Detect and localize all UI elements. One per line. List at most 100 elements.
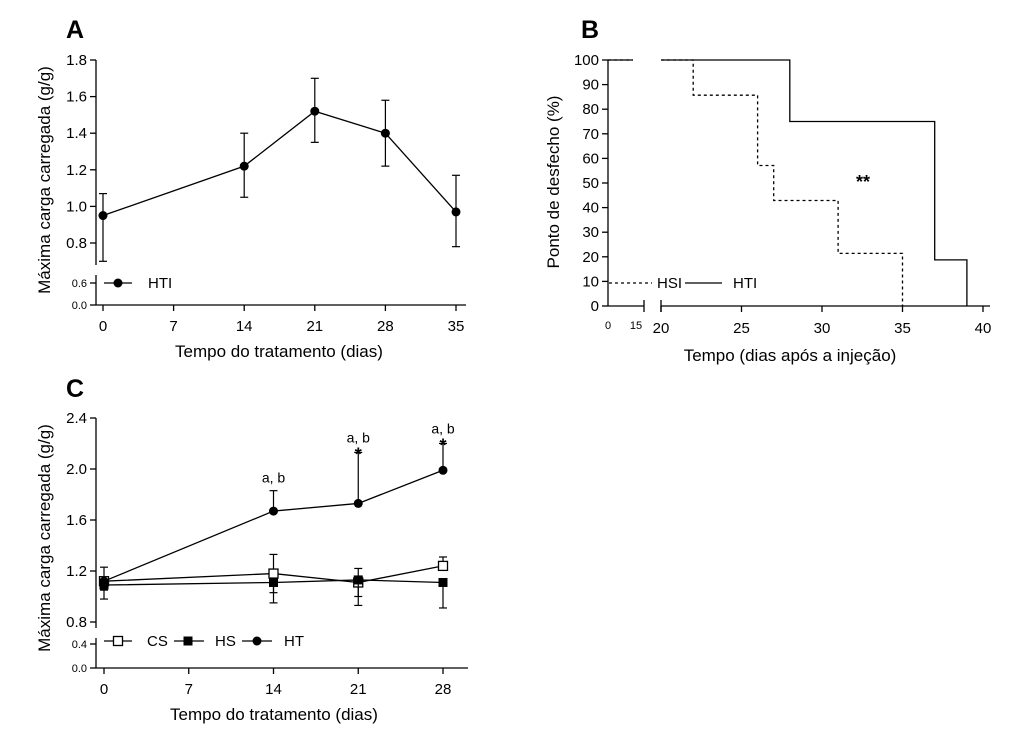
panel-a-x-tick-label: 35: [448, 318, 465, 335]
panel-a-data-point: [310, 106, 320, 116]
panel-c-annotation-label: a, b: [262, 470, 286, 486]
panel-c: C Máxima carga carregada (g/g) Tempo do …: [35, 375, 468, 724]
panel-b-axes: 0 10 20 30 40 50 60 70 80 90 100 0 15 20 25 30 35 40: [574, 52, 991, 337]
legend-label-cs: CS: [147, 633, 168, 650]
panel-b-marks: [608, 59, 968, 306]
panel-c-annotation-label: a, b: [431, 421, 455, 437]
panel-c-y-tick-label: 1.6: [66, 512, 87, 529]
panel-c-y-tick-label: 0.0: [72, 663, 87, 675]
panel-a-x-tick-label: 7: [169, 318, 177, 335]
panel-b-y-tick-label: 90: [582, 77, 599, 94]
panel-a-y-tick-label: 1.0: [66, 198, 87, 215]
panel-c-x-tick-label: 28: [435, 681, 452, 698]
legend-marker-cs: [112, 635, 124, 647]
panel-a-x-axis-label: Tempo do tratamento (dias): [175, 342, 383, 361]
panel-c-legend: CS HS HT: [104, 633, 304, 650]
panel-b-x-tick-label: 20: [653, 320, 670, 337]
panel-a-y-tick-label: 1.4: [66, 125, 87, 142]
panel-c-significance-star: *: [439, 436, 446, 456]
panel-b-x-tick-label: 40: [975, 320, 992, 337]
legend-label-ht: HT: [284, 633, 304, 650]
panel-a-x-tick-label: 0: [99, 318, 107, 335]
panel-c-significance-star: *: [355, 444, 362, 464]
panel-c-annotation-label: a, b: [347, 429, 371, 445]
panel-b-y-tick-label: 50: [582, 175, 599, 192]
panel-a-data-point: [380, 128, 390, 138]
panel-b-x-tick-label: 35: [894, 320, 911, 337]
panel-c-data-point-hs: [269, 577, 278, 587]
panel-b-y-tick-label: 80: [582, 101, 599, 118]
panel-b-y-tick-label: 0: [591, 298, 599, 315]
legend-label-hti-b: HTI: [733, 275, 757, 292]
panel-label-a: A: [66, 16, 84, 44]
panel-b-series-hti-step: [608, 59, 968, 306]
panel-c-axes: 0.8 1.2 1.6 2.0 2.4 0.0 0.4 0 7 14 21 28: [66, 410, 468, 698]
panel-a-x-tick-label: 14: [236, 318, 253, 335]
panel-c-data-point-ht: [269, 506, 278, 516]
panel-a-y-tick-label: 0.6: [72, 278, 87, 290]
panel-label-c: C: [66, 375, 84, 403]
panel-a-marks: [98, 77, 461, 262]
panel-b-legend: HSI HTI: [609, 275, 757, 292]
panel-c-y-tick-label: 1.2: [66, 563, 87, 580]
panel-b-y-tick-label: 30: [582, 224, 599, 241]
legend-marker-hti: [113, 278, 123, 288]
panel-c-y-axis-label: Máxima carga carregada (g/g): [35, 424, 54, 652]
panel-c-y-tick-label: 0.8: [66, 614, 87, 631]
panel-b-significance-marker: **: [856, 172, 870, 192]
panel-c-x-tick-label: 0: [100, 681, 108, 698]
panel-b-x-tick-label: 15: [630, 320, 642, 332]
legend-label-hsi: HSI: [657, 275, 682, 292]
panel-b-x-axis-label: Tempo (dias após a injeção): [684, 346, 897, 365]
panel-a-y-tick-label: 1.2: [66, 162, 87, 179]
panel-c-data-point-ht: [438, 465, 448, 475]
panel-a-y-tick-label: 0.8: [66, 235, 87, 252]
panel-a-data-point: [451, 207, 461, 217]
panel-a-data-point: [239, 161, 249, 171]
panel-c-x-tick-label: 7: [185, 681, 193, 698]
panel-a-x-tick-label: 28: [377, 318, 394, 335]
panel-b-y-tick-label: 20: [582, 249, 599, 266]
panel-b: B Ponto de desfecho (%) Tempo (dias após…: [544, 16, 991, 365]
panel-label-b: B: [581, 16, 599, 44]
panel-b-y-tick-label: 10: [582, 273, 599, 290]
panel-b-x-tick-label: 30: [814, 320, 831, 337]
panel-c-data-point-cs: [437, 560, 449, 572]
panel-c-y-tick-label: 0.4: [72, 639, 87, 651]
panel-a-legend: HTI: [104, 275, 172, 292]
panel-c-series-cs-line: [103, 565, 444, 584]
panel-c-series-ht-line: [103, 469, 444, 582]
panel-b-x-tick-label: 0: [605, 320, 611, 332]
panel-c-y-tick-label: 2.4: [66, 410, 87, 427]
legend-label-hti: HTI: [148, 275, 172, 292]
panel-b-y-tick-label: 60: [582, 150, 599, 167]
panel-a: A Máxima carga carregada (g/g) Tempo do …: [35, 16, 466, 361]
legend-marker-ht: [252, 636, 262, 646]
panel-c-data-point-ht: [99, 576, 109, 586]
panel-b-y-tick-label: 40: [582, 200, 599, 217]
panel-b-y-axis-label: Ponto de desfecho (%): [544, 96, 563, 269]
panel-b-y-tick-label: 100: [574, 52, 599, 69]
panel-c-x-tick-label: 14: [265, 681, 282, 698]
panel-c-x-axis-label: Tempo do tratamento (dias): [170, 705, 378, 724]
panel-c-data-point-hs: [438, 577, 448, 587]
legend-marker-hs: [183, 636, 193, 646]
panel-a-data-point: [98, 211, 108, 221]
panel-a-y-axis-label: Máxima carga carregada (g/g): [35, 66, 54, 294]
panel-a-axes: 0.8 1.0 1.2 1.4 1.6 1.8 0.0 0.6 0 7 14 21 28 35: [66, 52, 466, 335]
panel-a-y-tick-label: 0.0: [72, 300, 87, 312]
panel-a-y-tick-label: 1.6: [66, 89, 87, 106]
legend-label-hs: HS: [215, 633, 236, 650]
panel-c-x-tick-label: 21: [350, 681, 367, 698]
panel-a-series-line: [102, 110, 457, 217]
panel-c-y-tick-label: 2.0: [66, 461, 87, 478]
panel-c-data-point-cs: [268, 568, 279, 579]
panel-c-marks: a, b*a, b *a, b: [98, 421, 455, 609]
panel-c-data-point-ht: [353, 498, 363, 508]
panel-b-y-tick-label: 70: [582, 126, 599, 143]
panel-c-data-point-hs: [353, 575, 363, 585]
panel-a-y-tick-label: 1.8: [66, 52, 87, 69]
panel-b-x-tick-label: 25: [733, 320, 750, 337]
panel-a-x-tick-label: 21: [306, 318, 323, 335]
